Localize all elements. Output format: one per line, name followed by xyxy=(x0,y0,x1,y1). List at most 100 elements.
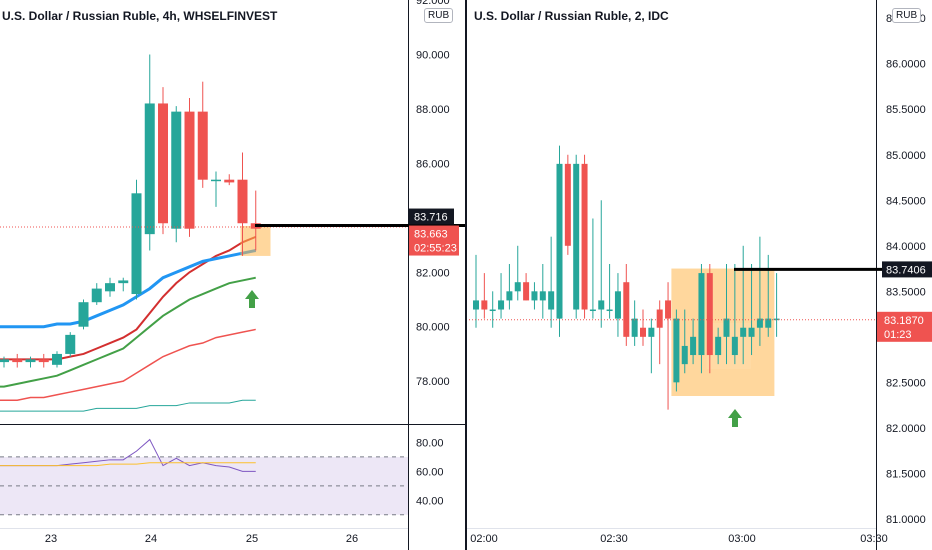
candle-body xyxy=(65,334,76,354)
right-price-tick-label: 81.0000 xyxy=(886,514,926,526)
left-price-tick-label: 86.000 xyxy=(416,158,450,170)
left-moving-averages xyxy=(0,235,257,412)
moving-average-line xyxy=(0,249,257,329)
left-arrow xyxy=(245,290,259,308)
right-time-axis: 02:00 02:30 03:00 03:30 xyxy=(470,533,888,545)
left-rsi-pane: 80.00 60.00 40.00 xyxy=(0,437,444,516)
candle-body xyxy=(224,179,235,183)
candle-body xyxy=(38,359,49,363)
rsi-tick-label: 60.00 xyxy=(416,466,444,478)
moving-average-line xyxy=(0,276,256,388)
last-price-label: 83.663 xyxy=(414,229,448,241)
candle-body xyxy=(531,291,538,301)
right-price-tick-label: 81.5000 xyxy=(886,468,926,480)
candle-body xyxy=(656,309,663,328)
candle-body xyxy=(211,179,221,182)
candle-body xyxy=(144,103,155,235)
left-chart-title: U.S. Dollar / Russian Ruble, 4h, WHSELFI… xyxy=(2,9,278,23)
pane-separator[interactable] xyxy=(465,0,467,550)
candle-body xyxy=(131,193,142,295)
candle-body xyxy=(514,282,521,292)
candle-body xyxy=(581,163,588,310)
candle-body xyxy=(623,282,630,337)
left-currency-badge[interactable]: RUB xyxy=(424,8,454,23)
right-currency-badge[interactable]: RUB xyxy=(892,8,922,23)
left-price-tick-label: 80.000 xyxy=(416,322,450,334)
candle-body xyxy=(184,111,195,229)
candle-body xyxy=(105,283,115,292)
level-label: 83.7406 xyxy=(886,264,926,276)
right-chart-title: U.S. Dollar / Russian Ruble, 2, IDC xyxy=(474,9,669,23)
left-price-tick-label: 78.000 xyxy=(416,376,450,388)
right-price-tick-label: 84.5000 xyxy=(886,195,926,207)
candle-body xyxy=(473,300,479,310)
left-candles xyxy=(0,54,261,368)
candle-body xyxy=(598,300,605,310)
right-arrow xyxy=(728,409,742,427)
candle-body xyxy=(481,300,488,310)
candle-body xyxy=(706,273,713,356)
candle-body xyxy=(773,318,780,321)
candle-body xyxy=(52,353,62,365)
rsi-tick-label: 80.00 xyxy=(416,437,444,449)
candle-body xyxy=(673,318,680,383)
time-tick-label: 02:30 xyxy=(600,533,628,545)
candle-body xyxy=(539,291,546,301)
candle-body xyxy=(564,163,571,246)
candle-body xyxy=(765,318,772,328)
up-arrow-icon xyxy=(245,290,259,308)
candle-body xyxy=(648,327,655,337)
candle-body xyxy=(91,288,102,303)
left-price-lines xyxy=(0,224,466,228)
left-price-tick-label: 92.000 xyxy=(416,0,450,7)
countdown-label: 02:55:23 xyxy=(414,243,457,255)
date-tick-label: 25 xyxy=(246,533,258,545)
candle-body xyxy=(681,345,688,365)
candle-body xyxy=(506,291,513,301)
candle-body xyxy=(748,327,755,337)
time-tick-label: 03:30 xyxy=(860,533,888,545)
candle-body xyxy=(740,327,747,337)
level-label-bg xyxy=(882,261,932,278)
moving-average-line xyxy=(0,235,257,361)
countdown-label: 01:23 xyxy=(884,329,912,341)
candle-body xyxy=(573,163,580,310)
right-chart-pane[interactable]: 86.0000 85.5000 85.0000 84.5000 84.0000 83.50… xyxy=(466,0,932,550)
right-price-tick-label: 86.0000 xyxy=(886,59,926,71)
right-price-tick-label: 83.5000 xyxy=(886,286,926,298)
right-price-tick-label: 85.5000 xyxy=(886,104,926,116)
time-tick-label: 03:00 xyxy=(728,533,756,545)
rsi-signal-line xyxy=(0,462,256,467)
left-price-tick-label: 82.000 xyxy=(416,267,450,279)
candle-body xyxy=(665,300,672,319)
candle-body xyxy=(489,309,496,312)
candle-body xyxy=(523,282,530,301)
candle-body xyxy=(631,318,638,337)
candle-body xyxy=(498,300,505,310)
left-chart-pane[interactable]: 80.00 60.00 40.00 92.000 90.000 88.000 86.000… xyxy=(0,0,466,550)
right-price-tick-label: 82.5000 xyxy=(886,377,926,389)
time-tick-label: 02:00 xyxy=(470,533,498,545)
candle-body xyxy=(731,336,738,356)
moving-average-line xyxy=(0,399,256,412)
right-price-tick-label: 82.0000 xyxy=(886,423,926,435)
candle-body xyxy=(12,359,23,363)
moving-average-line xyxy=(0,328,256,401)
right-price-tick-label: 85.0000 xyxy=(886,150,926,162)
rsi-tick-label: 40.00 xyxy=(416,495,444,507)
candle-body xyxy=(589,309,596,312)
candle-body xyxy=(25,359,36,363)
level-label: 83.716 xyxy=(414,212,448,224)
candle-body xyxy=(548,291,555,310)
right-price-axis: 86.0000 85.5000 85.0000 84.5000 84.0000 83.50… xyxy=(877,13,932,526)
candle-body xyxy=(118,280,129,284)
right-highlight-zone xyxy=(671,268,775,396)
candle-body xyxy=(158,103,168,224)
candle-body xyxy=(698,273,705,356)
last-price-label: 83.1870 xyxy=(884,315,924,327)
left-grid xyxy=(0,0,466,550)
up-arrow-icon xyxy=(728,409,742,427)
date-tick-label: 26 xyxy=(346,533,358,545)
candle-body xyxy=(606,309,613,312)
